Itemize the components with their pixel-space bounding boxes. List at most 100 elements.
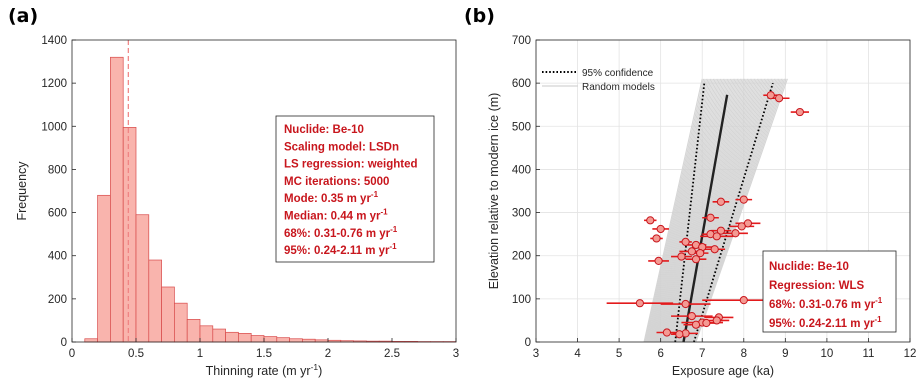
y-tick-label: 400 xyxy=(512,164,531,176)
data-points xyxy=(606,91,810,339)
data-point xyxy=(691,320,701,329)
y-tick-label: 700 xyxy=(512,35,531,47)
confidence-95-line xyxy=(674,83,706,343)
info-line: 68%: 0.31-0.76 m yr-1 xyxy=(769,296,883,311)
panel-b-label: (b) xyxy=(464,5,495,27)
panel-a-label: (a) xyxy=(8,5,38,27)
random-model-line xyxy=(682,78,767,343)
random-model-line xyxy=(661,78,733,343)
data-point xyxy=(687,312,696,321)
histogram-bar xyxy=(97,194,111,343)
info-line-text: 68%: 0.31-0.76 m yr xyxy=(284,228,391,240)
y-tick-label: 100 xyxy=(512,294,531,306)
info-line-sup: -1 xyxy=(390,225,398,234)
info-line-text: 95%: 0.24-2.11 m yr xyxy=(769,318,875,330)
info-line: Mode: 0.35 m yr-1 xyxy=(284,190,379,205)
y-tick-label: 0 xyxy=(525,337,531,349)
confidence-95-line xyxy=(693,82,774,343)
info-line-text: Median: 0.44 m yr xyxy=(284,211,381,223)
info-line-text: Scaling model: LSDn xyxy=(284,141,399,153)
histogram-bar xyxy=(225,331,239,343)
data-point xyxy=(716,226,726,235)
histogram-bar xyxy=(250,335,265,343)
random-models-band xyxy=(643,78,788,343)
random-model-line xyxy=(659,78,729,343)
data-point xyxy=(681,299,690,309)
info-line: 68%: 0.31-0.76 m yr-1 xyxy=(284,225,398,240)
y-tick-label: 1400 xyxy=(41,35,67,47)
random-model-line xyxy=(673,78,753,343)
x-tick-label: 10 xyxy=(820,348,833,360)
x-tick-label: 3 xyxy=(533,348,539,360)
histogram-bar xyxy=(161,286,175,343)
histogram-bar xyxy=(238,333,252,343)
random-model-line xyxy=(659,78,730,343)
y-tick-label: 600 xyxy=(512,78,531,90)
info-line: 95%: 0.24-2.11 m yr-1 xyxy=(769,315,882,330)
legend-models-label: Random models xyxy=(582,82,655,93)
random-model-line xyxy=(684,78,770,343)
info-line-sup: -1 xyxy=(875,296,883,305)
info-line: 95%: 0.24-2.11 m yr-1 xyxy=(284,242,397,257)
random-model-line xyxy=(645,78,706,343)
random-model-line xyxy=(686,78,774,343)
x-tick-label: 9 xyxy=(782,348,788,360)
panel-b: (b) 3 4 5 6 7 8 9 10 11 120100200300400500600700 … xyxy=(464,5,916,378)
legend-confidence-label: 95% confidence xyxy=(582,68,654,79)
x-tick-label: 5 xyxy=(616,348,622,360)
info-line-text: Nuclide: Be-10 xyxy=(284,124,364,136)
info-line-text: Regression: WLS xyxy=(769,280,865,292)
panel-b-xlabel: Exposure age (ka) xyxy=(672,364,774,378)
histogram-bar xyxy=(302,338,316,343)
info-line: Median: 0.44 m yr-1 xyxy=(284,208,388,223)
random-model-line xyxy=(695,78,788,343)
random-model-line xyxy=(665,78,739,343)
x-tick-label: 2 xyxy=(325,348,331,360)
histogram-bar xyxy=(186,319,201,343)
random-model-line xyxy=(692,78,784,343)
y-tick-label: 400 xyxy=(48,251,67,263)
random-model-line xyxy=(685,78,771,343)
y-tick-label: 500 xyxy=(512,121,531,133)
info-line-text: Nuclide: Be-10 xyxy=(769,261,849,273)
x-tick-label: 6 xyxy=(657,348,663,360)
random-model-line xyxy=(667,78,743,343)
data-point xyxy=(652,234,661,243)
data-point xyxy=(677,252,686,261)
data-point xyxy=(681,237,690,247)
x-tick-label: 1 xyxy=(197,348,203,360)
data-point xyxy=(706,213,715,222)
histogram-bar xyxy=(122,127,137,343)
panel-b-axes-box xyxy=(535,39,911,343)
x-tick-label: 12 xyxy=(904,348,917,360)
histogram-bar xyxy=(135,214,150,343)
panel-a: (a) 0 0.5 1 1.5 2 2.5 3 0 200 400 600 800 1000 1200 14… xyxy=(8,5,459,378)
data-point xyxy=(635,299,644,308)
y-tick-label: 1200 xyxy=(41,78,67,90)
panel-b-ylabel: Elevation relative to modern ice (m) xyxy=(487,93,501,290)
info-line: Regression: WLS xyxy=(769,280,865,292)
random-model-line xyxy=(666,78,740,343)
info-line: LS regression: weighted xyxy=(284,159,418,171)
random-model-line xyxy=(643,78,703,343)
data-point xyxy=(696,249,705,258)
random-model-line xyxy=(672,78,752,343)
y-tick-label: 800 xyxy=(48,164,67,176)
random-model-line xyxy=(685,78,773,343)
info-line-sup: -1 xyxy=(875,315,883,324)
panel-a-ylabel: Frequency xyxy=(15,161,29,221)
panel-a-xlabel: Thinning rate (m yr-1) xyxy=(206,362,323,378)
histogram-bar xyxy=(276,337,290,343)
panel-b-info-box xyxy=(762,250,897,333)
random-model-line xyxy=(653,78,720,343)
histogram-bar xyxy=(212,328,226,343)
panel-b-info-text: Nuclide: Be-10 Regression: WLS 68%: 0.31-0… xyxy=(769,261,883,330)
histogram-bars xyxy=(84,56,457,343)
random-model-line xyxy=(693,78,786,343)
data-point xyxy=(712,316,721,325)
info-line: MC iterations: 5000 xyxy=(284,176,389,188)
random-model-line xyxy=(672,78,750,343)
random-model-line xyxy=(681,78,766,343)
data-point xyxy=(739,296,748,305)
